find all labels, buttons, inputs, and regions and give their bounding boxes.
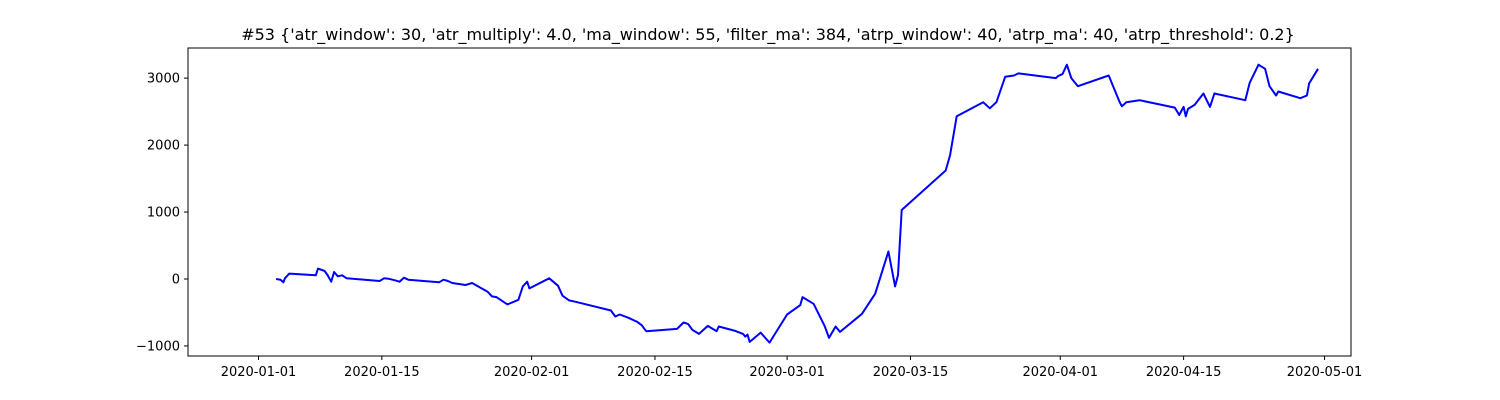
plot-layer (275, 63, 1319, 344)
y-tick-label: 1000 (147, 206, 180, 221)
x-tick-label: 2020-03-15 (873, 365, 949, 380)
y-tick-label: −1000 (136, 339, 180, 354)
x-tick-label: 2020-05-01 (1287, 365, 1363, 380)
y-tick-label: 2000 (147, 139, 180, 154)
x-tick-label: 2020-04-15 (1146, 365, 1222, 380)
plot-frame (187, 47, 1352, 357)
chart-title: #53 {'atr_window': 30, 'atr_multiply': 4… (241, 25, 1295, 45)
x-tick-label: 2020-01-01 (221, 365, 297, 380)
y-tick-label: 3000 (147, 72, 180, 87)
x-tick-label: 2020-03-01 (749, 365, 825, 380)
tick-layer: 2020-01-01 2020-01-15 2020-02-01 2020-02-15… (136, 72, 1362, 380)
x-tick-label: 2020-02-15 (617, 365, 693, 380)
series-line-0 (275, 63, 1319, 344)
x-tick-label: 2020-02-01 (494, 365, 570, 380)
x-tick-label: 2020-01-15 (344, 365, 420, 380)
x-tick-label: 2020-04-01 (1022, 365, 1098, 380)
y-tick-label: 0 (172, 273, 180, 288)
